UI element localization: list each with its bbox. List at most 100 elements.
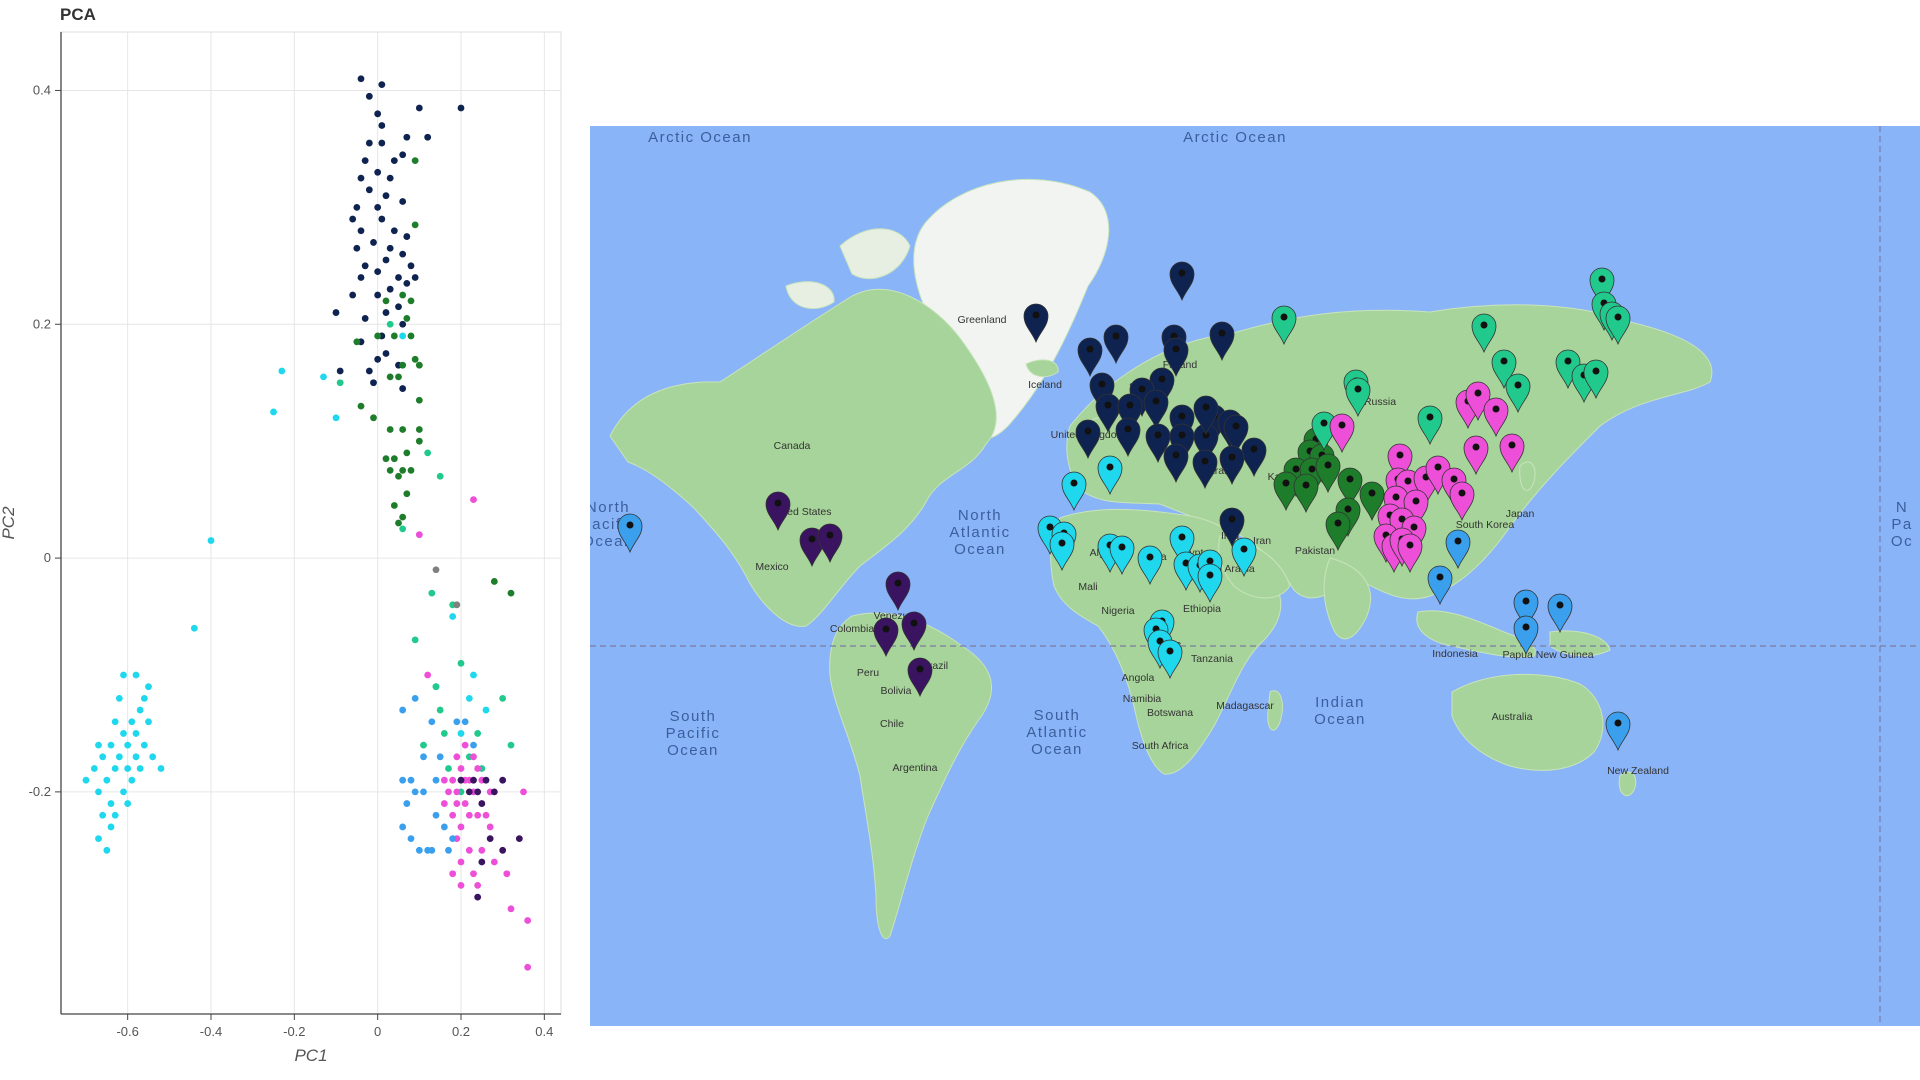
scatter-point-blue [449,835,457,843]
map-pin-navy[interactable] [1219,507,1245,548]
scatter-point-cyan [90,765,98,772]
scatter-point-magenta [415,531,423,539]
map-pin-teal[interactable] [1491,349,1517,390]
scatter-point-green [415,426,423,433]
map-pin-teal[interactable] [1471,313,1497,354]
map-pin-green[interactable] [1337,467,1363,508]
map-pin-magenta[interactable] [1397,533,1423,574]
scatter-point-green [390,332,398,340]
map-pin-cyan[interactable] [1197,563,1223,604]
scatter-point-navy [357,227,365,235]
scatter-point-purple [474,788,482,796]
x-ticks: -0.6 -0.4 -0.2 0 0.2 0.4 [116,1014,553,1039]
map-pin-navy[interactable] [1163,337,1189,378]
map-markers[interactable] [617,261,1631,752]
map-pin-teal[interactable] [1345,377,1371,418]
map-pin-purple[interactable] [873,617,899,658]
scatter-point-cyan [103,776,111,784]
map-pin-blue[interactable] [1513,589,1539,630]
scatter-point-cyan [103,846,111,854]
map-pin-cyan[interactable] [1231,537,1257,578]
country-label: Pakistan [1295,545,1335,557]
map-pin-navy[interactable] [1103,324,1129,365]
map-pin-teal[interactable] [1417,405,1443,446]
map-pin-navy[interactable] [1163,443,1189,484]
scatter-point-teal [399,525,407,533]
map-pin-cyan[interactable] [1049,531,1075,572]
scatter-point-cyan [136,765,144,772]
map-pin-purple[interactable] [817,523,843,564]
map-pin-navy[interactable] [1115,417,1141,458]
scatter-point-navy [374,291,382,299]
map-pin-purple[interactable] [907,657,933,698]
scatter-point-navy [407,262,415,270]
scatter-point-magenta [461,800,469,807]
map-pin-green[interactable] [1359,481,1385,522]
map-pin-navy[interactable] [1219,445,1245,486]
map-pin-teal[interactable] [1583,359,1609,400]
map-pin-navy[interactable] [1192,449,1218,490]
country-label: Greenland [957,314,1006,326]
map-pin-navy[interactable] [1117,393,1143,434]
map-pin-green[interactable] [1293,473,1319,514]
map-pin-navy[interactable] [1223,414,1249,455]
map-pin-green[interactable] [1325,511,1351,552]
map-pin-green[interactable] [1315,453,1341,494]
map-pin-magenta[interactable] [1463,435,1489,476]
map-pin-magenta[interactable] [1329,413,1355,454]
scatter-point-navy [386,285,394,293]
map-pin-navy[interactable] [1077,337,1103,378]
map-pin-teal[interactable] [1505,373,1531,414]
map-pin-cyan[interactable] [1169,525,1195,566]
map-pin-cyan[interactable] [1109,535,1135,576]
scatter-point-magenta [445,788,452,796]
scatter-point-navy [361,157,369,164]
map-pin-blue[interactable] [1445,529,1471,570]
map-canvas[interactable]: Arctic Ocean Arctic Ocean North Atlantic Oce… [581,126,1920,1026]
map-pin-purple[interactable] [765,491,791,532]
map-pin-magenta[interactable] [1387,443,1413,484]
scatter-point-green [390,455,398,463]
map-pin-teal[interactable] [1271,305,1297,346]
map-pin-cyan[interactable] [1157,639,1183,680]
scatter-point-blue [470,741,477,749]
map-pin-navy[interactable] [1193,395,1219,436]
map-pin-cyan[interactable] [1137,545,1163,586]
scatter-point-navy [349,215,357,223]
scatter-point-green [411,157,419,164]
world-map[interactable]: Arctic Ocean Arctic Ocean North Atlantic Oce… [581,126,1920,1026]
map-pin-navy[interactable] [1075,419,1101,460]
scatter-point-teal [457,659,465,667]
map-pin-navy[interactable] [1241,437,1267,478]
scatter-point-magenta [503,870,511,878]
map-pin-cyan[interactable] [1061,471,1087,512]
map-pin-navy[interactable] [1095,393,1121,434]
map-pin-green[interactable] [1273,471,1299,512]
map-pin-blue[interactable] [1547,593,1573,634]
map-pin-purple[interactable] [885,571,911,612]
map-pin-navy[interactable] [1149,367,1175,408]
scatter-point-cyan [145,683,152,691]
map-pin-navy[interactable] [1169,261,1195,302]
map-pin-magenta[interactable] [1449,481,1475,522]
scatter-point-green [395,472,402,480]
map-pin-cyan[interactable] [1097,455,1123,496]
map-pin-teal[interactable] [1589,267,1615,308]
map-pin-purple[interactable] [901,611,927,652]
map-pin-blue[interactable] [1427,565,1453,606]
map-pin-blue[interactable] [617,513,643,554]
scatter-point-green [374,332,382,340]
map-pin-navy[interactable] [1143,389,1169,430]
map-pin-navy[interactable] [1023,303,1049,344]
map-pin-blue[interactable] [1605,711,1631,752]
scatter-point-teal [507,741,515,749]
map-pin-navy[interactable] [1145,423,1171,464]
scatter-point-blue [403,800,411,807]
map-pin-magenta[interactable] [1483,397,1509,438]
map-pin-navy[interactable] [1209,321,1235,362]
map-pin-magenta[interactable] [1499,433,1525,474]
map-pin-blue[interactable] [1513,615,1539,656]
map-pin-teal[interactable] [1605,305,1631,346]
country-label: Russia [1364,396,1396,408]
ocean-labels: Arctic Ocean Arctic Ocean North Atlantic Oce… [581,129,1912,759]
